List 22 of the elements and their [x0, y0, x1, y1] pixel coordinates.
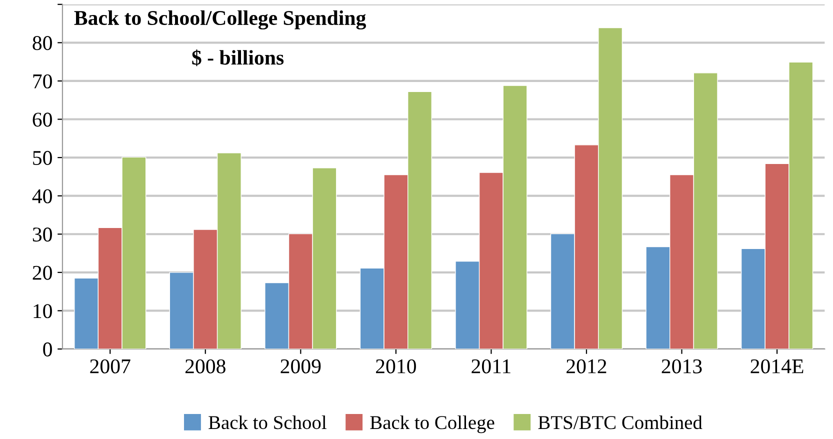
x-tick-label: 2007	[90, 359, 130, 374]
legend-label: Back to College	[370, 415, 494, 434]
chart-title: Back to School/College Spending	[74, 10, 366, 30]
y-tick-label: 70	[33, 74, 52, 88]
y-tick-label: 20	[32, 266, 52, 280]
legend-label: BTS/BTC Combined	[538, 415, 702, 430]
y-tick-label: 60	[32, 112, 52, 127]
y-tick-label: 10	[34, 304, 52, 318]
x-tick-label: 2014E	[750, 359, 804, 374]
y-tick-label: 30	[32, 228, 52, 242]
text: $ - billions	[192, 49, 284, 66]
y-tick-label: 40	[32, 189, 52, 204]
x-tick-label: 2008	[185, 359, 226, 374]
x-tick-label: 2010	[376, 359, 416, 374]
y-tick-label: 0	[43, 342, 52, 356]
x-tick-label: 2009	[280, 359, 321, 374]
legend-label: Back to School	[208, 415, 326, 430]
x-tick-label: 2012	[566, 359, 606, 374]
x-tick-label: 2013	[662, 359, 702, 374]
x-tick-label: 2011	[472, 359, 510, 374]
y-tick-label: 50	[33, 150, 52, 165]
y-tick-label: 80	[32, 36, 52, 50]
